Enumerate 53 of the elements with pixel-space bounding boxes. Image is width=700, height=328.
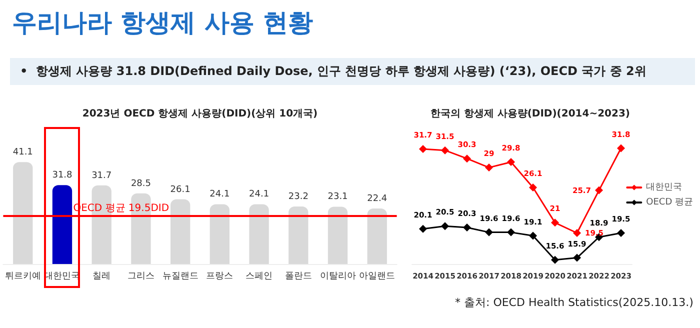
- bar: [13, 162, 33, 264]
- point: [419, 144, 427, 153]
- point: [551, 218, 559, 227]
- point: [529, 184, 537, 192]
- text: 우리나라 항생제 사용 현황: [12, 7, 314, 39]
- x-tick-label: 그리스: [127, 272, 154, 282]
- bar: [210, 204, 230, 264]
- x-tick-label: 칠레: [92, 272, 111, 282]
- bar: [328, 206, 348, 264]
- point: [485, 164, 493, 172]
- point: [529, 232, 537, 240]
- point: [441, 222, 449, 230]
- bar: [249, 204, 269, 264]
- point: [485, 228, 493, 236]
- bar: [170, 199, 190, 264]
- point: [551, 256, 559, 264]
- data-label: 24.1: [210, 190, 230, 200]
- point: [419, 224, 427, 233]
- point: [573, 229, 581, 237]
- x-tick-label: 뉴질랜드: [162, 272, 198, 282]
- data-label: 28.5: [130, 178, 151, 189]
- x-tick-label: 아일랜드: [359, 272, 396, 282]
- point: [617, 144, 625, 152]
- x-tick-label: 프랑스: [206, 272, 234, 282]
- legend-label: 대한민국: [646, 182, 682, 192]
- point: [595, 186, 603, 194]
- point: [463, 154, 471, 163]
- data-label: 26.1: [170, 184, 190, 195]
- chart-title: 2023년 OECD 항생제 사용량(DID)(상위 10개국): [82, 108, 318, 120]
- x-tick-label: 스페인: [246, 272, 273, 282]
- x-tick-label: 이탈리아: [320, 272, 356, 282]
- point: [617, 229, 625, 237]
- point: [573, 254, 581, 262]
- point: [507, 228, 515, 236]
- legend-label: OECD 평균: [646, 198, 694, 208]
- data-label: 22.4: [367, 194, 388, 204]
- bar: [367, 208, 387, 264]
- chart-title: 한국의 항생제 사용량(DID)(2014~2023): [430, 108, 630, 120]
- data-label: 31.8: [52, 170, 73, 181]
- data-label: 31.7: [92, 170, 112, 181]
- text: * 출처: OECD Health Statistics(2025.10.13.): [455, 295, 694, 310]
- data-label: 24.1: [249, 190, 270, 200]
- x-tick-label: 폴란드: [284, 272, 312, 282]
- bar: [288, 206, 308, 264]
- data-label: 23.2: [288, 192, 308, 202]
- point: [441, 146, 449, 154]
- point: [507, 158, 515, 166]
- data-label: 41.1: [12, 148, 33, 158]
- point: [463, 223, 471, 232]
- text: • 항생제 사용량 31.8 DID(Defined Daily Dose, 인구 천명당 하루 항생제 사용량) (‘23), OECD 국가 중 2위: [20, 63, 646, 80]
- bar: [52, 185, 72, 264]
- data-label: 23.1: [328, 192, 348, 202]
- x-tick-label: 튀르키예: [4, 272, 41, 282]
